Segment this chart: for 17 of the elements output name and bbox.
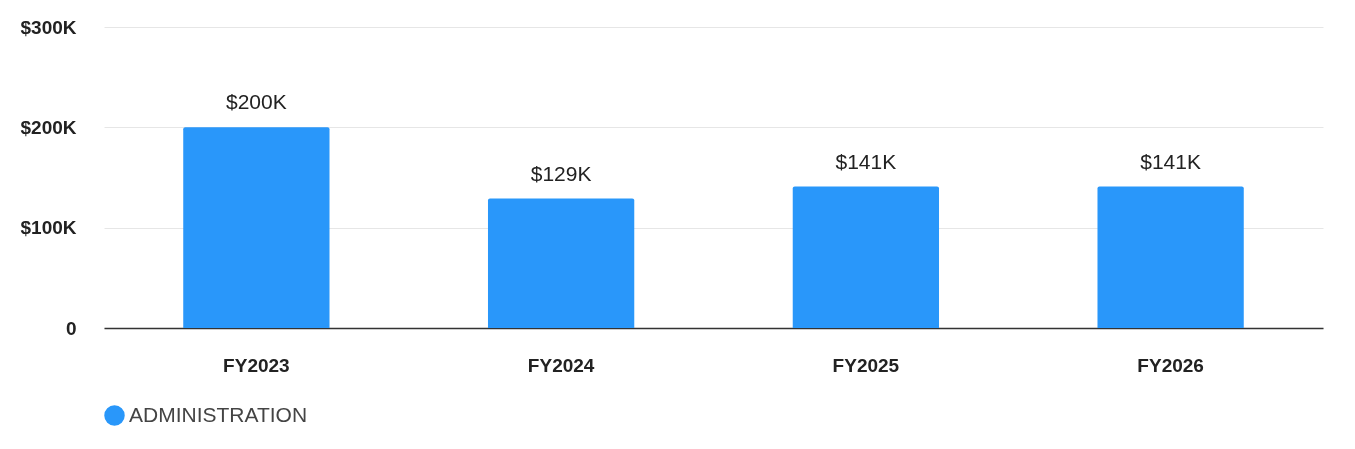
- y-tick-label: $100K: [20, 217, 77, 239]
- bar: [183, 127, 330, 328]
- bar: [792, 186, 940, 328]
- x-tick-label: FY2023: [223, 354, 290, 376]
- bar: [487, 198, 635, 328]
- x-tick-label: FY2026: [1137, 354, 1204, 376]
- y-tick-label: $300K: [20, 16, 77, 38]
- x-tick-label: FY2024: [527, 354, 595, 376]
- legend-label: ADMINISTRATION: [129, 402, 308, 426]
- data-label: $129K: [530, 161, 592, 185]
- data-label: $141K: [835, 149, 897, 173]
- x-tick-label: FY2025: [832, 354, 900, 376]
- y-tick-label: $200K: [20, 116, 77, 138]
- bar: [1097, 186, 1244, 328]
- data-label: $200K: [226, 90, 287, 114]
- y-tick-label: 0: [65, 317, 77, 339]
- data-label: $141K: [1140, 149, 1201, 173]
